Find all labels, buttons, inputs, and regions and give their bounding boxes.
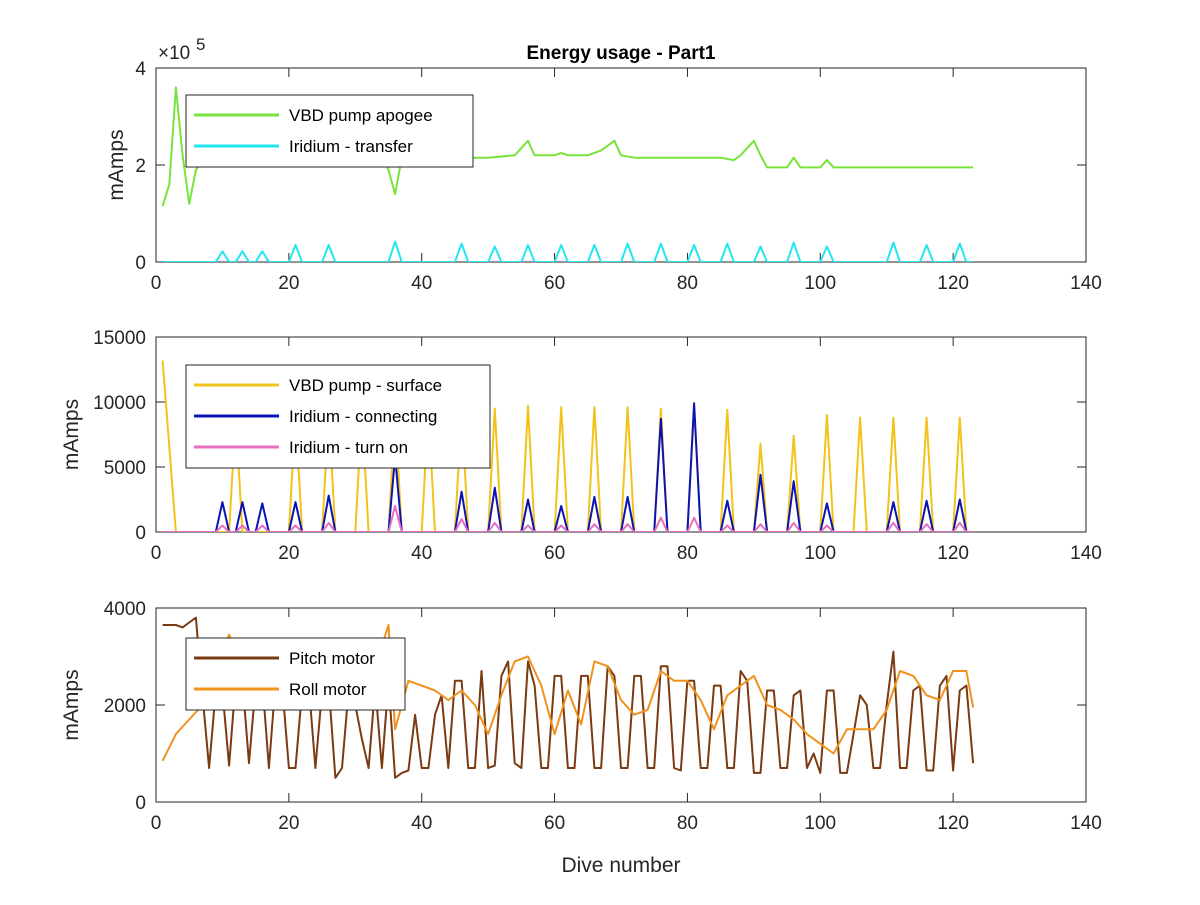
x-tick-label: 80 xyxy=(677,273,698,294)
panel-energy-bottom: 0 20 40 60 80 100 120 140 0 2000 4000 mAmps Dive num… xyxy=(60,599,1102,877)
x-tick-label: 120 xyxy=(937,813,969,834)
x-tick-label: 80 xyxy=(677,813,698,834)
x-tick-label: 40 xyxy=(411,813,432,834)
series-line-iridium-transfer xyxy=(162,240,974,262)
x-tick-label: 60 xyxy=(544,813,565,834)
panel-energy-middle: 0 20 40 60 80 100 120 140 0 5000 10000 15000 mAmps VB… xyxy=(60,328,1102,564)
legend-label: Iridium - transfer xyxy=(289,137,413,156)
chart-title: Energy usage - Part1 xyxy=(526,43,715,64)
y-exponent-label: ×10 xyxy=(158,43,190,64)
x-tick-label: 100 xyxy=(804,813,836,834)
x-axis-label: Dive number xyxy=(561,854,680,877)
x-tick-label: 120 xyxy=(937,543,969,564)
legend-label: Iridium - connecting xyxy=(289,407,437,426)
x-tick-label: 0 xyxy=(151,543,162,564)
legend-box xyxy=(185,94,474,168)
y-tick-label: 4000 xyxy=(104,599,146,620)
y-tick-label: 15000 xyxy=(93,328,146,349)
x-tick-label: 80 xyxy=(677,543,698,564)
series-line-iridium-connecting xyxy=(162,402,974,532)
y-axis-label: mAmps xyxy=(60,669,83,740)
y-tick-label: 0 xyxy=(135,793,146,814)
y-axis-label: mAmps xyxy=(60,399,83,470)
legend-label: Roll motor xyxy=(289,680,367,699)
x-tick-label: 20 xyxy=(278,543,299,564)
x-tick-label: 60 xyxy=(544,543,565,564)
y-tick-label: 0 xyxy=(135,523,146,544)
x-tick-label: 120 xyxy=(937,273,969,294)
x-tick-label: 40 xyxy=(411,543,432,564)
y-tick-label: 5000 xyxy=(104,458,146,479)
legend-label: Iridium - turn on xyxy=(289,438,408,457)
x-tick-label: 140 xyxy=(1070,543,1102,564)
y-tick-label: 2 xyxy=(135,156,146,177)
legend-label: Pitch motor xyxy=(289,649,375,668)
x-tick-label: 140 xyxy=(1070,813,1102,834)
x-tick-label: 20 xyxy=(278,813,299,834)
x-tick-label: 40 xyxy=(411,273,432,294)
series-line-vbd-pump-surface xyxy=(161,360,974,532)
legend-box xyxy=(185,637,406,711)
legend-label: VBD pump - surface xyxy=(289,376,442,395)
panel-energy-top: 0 20 40 60 80 100 120 140 0 2 4 ×10 5 Energy usage - … xyxy=(105,35,1102,294)
x-tick-label: 20 xyxy=(278,273,299,294)
x-tick-label: 100 xyxy=(804,543,836,564)
legend-label: VBD pump apogee xyxy=(289,106,433,125)
y-exponent-power: 5 xyxy=(196,35,205,54)
y-axis-label: mAmps xyxy=(105,129,128,200)
x-tick-label: 60 xyxy=(544,273,565,294)
x-tick-label: 140 xyxy=(1070,273,1102,294)
y-tick-label: 4 xyxy=(135,59,146,80)
y-tick-label: 10000 xyxy=(93,393,146,414)
series-line-iridium-turn-on xyxy=(162,505,974,532)
x-tick-label: 0 xyxy=(151,813,162,834)
x-tick-label: 100 xyxy=(804,273,836,294)
y-tick-label: 0 xyxy=(135,253,146,274)
y-tick-label: 2000 xyxy=(104,696,146,717)
x-tick-label: 0 xyxy=(151,273,162,294)
